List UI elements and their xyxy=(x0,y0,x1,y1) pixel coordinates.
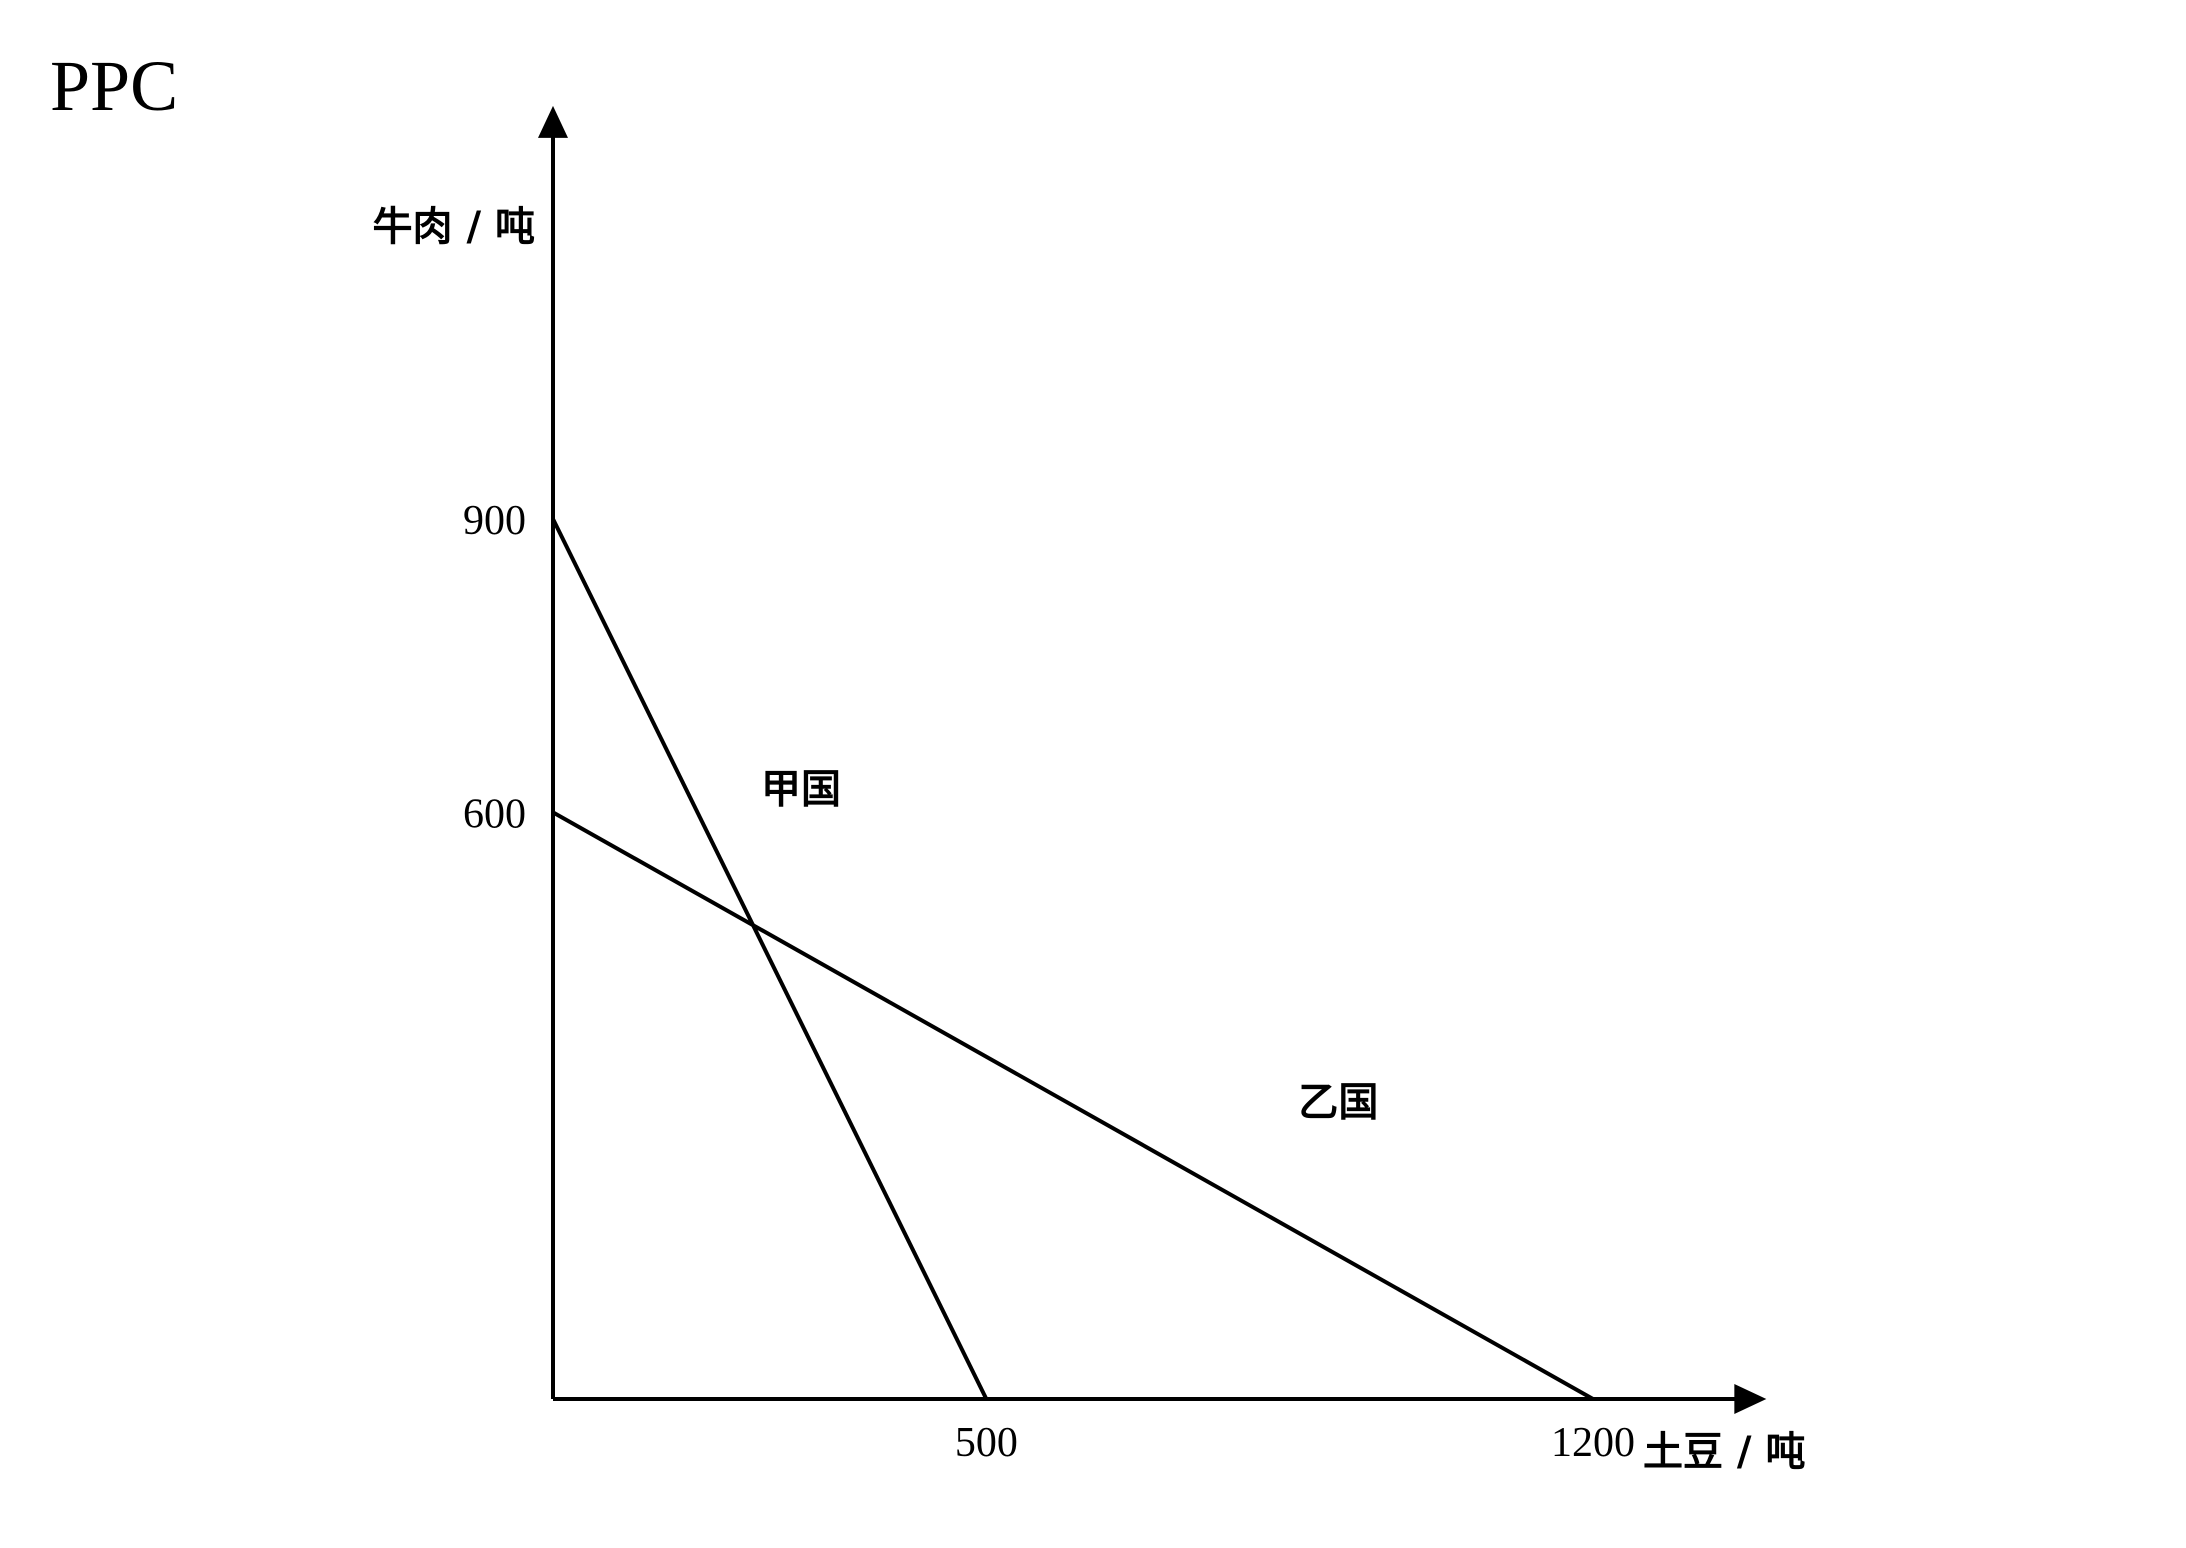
x-axis-arrow xyxy=(1734,1384,1767,1414)
x-tick-label: 1200 xyxy=(1551,1420,1635,1466)
y-axis-label: 牛肉 / 吨 xyxy=(373,204,535,250)
series-label: 甲国 xyxy=(761,767,841,813)
y-axis-arrow xyxy=(538,105,568,138)
axes xyxy=(538,105,1767,1414)
y-tick-label: 900 xyxy=(463,498,526,544)
ppc-line xyxy=(552,810,1594,1401)
ppc-line xyxy=(551,518,989,1400)
series-label: 乙国 xyxy=(1298,1079,1378,1125)
x-axis-label: 土豆 / 吨 xyxy=(1643,1429,1805,1475)
chart-title: PPC xyxy=(50,46,178,126)
x-tick-label: 500 xyxy=(955,1420,1018,1466)
tick-labels: 500 1200 600 900 xyxy=(463,498,1635,1466)
y-tick-label: 600 xyxy=(463,791,526,837)
